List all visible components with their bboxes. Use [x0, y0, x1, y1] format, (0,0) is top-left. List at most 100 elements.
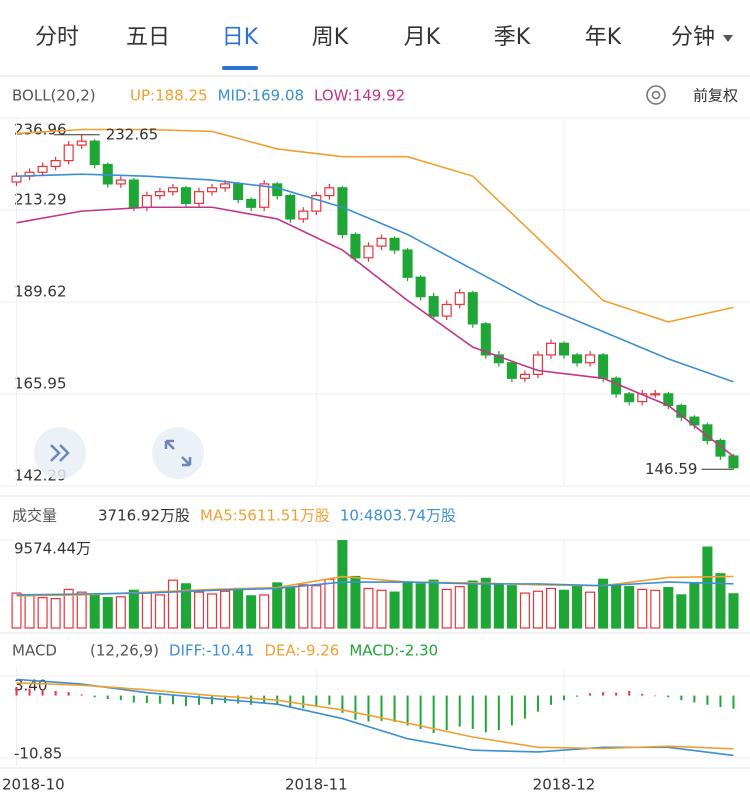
candle-body [128, 179, 139, 208]
volume-bar [676, 594, 687, 629]
y-tick-label: 165.95 [14, 375, 67, 393]
x-tick-label: 2018-11 [285, 776, 348, 794]
volume-bar [467, 580, 478, 629]
volume-bar [637, 588, 648, 629]
y-tick-label: -10.85 [14, 745, 62, 763]
tab[interactable]: 季K [494, 25, 531, 50]
volume-bar [11, 592, 22, 629]
volume-bar [89, 594, 100, 629]
volume-bar [207, 593, 218, 629]
tab[interactable]: 分钟 [671, 25, 715, 50]
candle-body [37, 165, 48, 173]
tab[interactable]: 五日 [126, 25, 170, 50]
volume-bar [728, 593, 739, 629]
volume-bar [128, 589, 139, 629]
legend-item: 3716.92万股 [98, 507, 190, 525]
volume-bar [519, 592, 530, 629]
volume-bar [532, 590, 543, 629]
volume-bar [167, 579, 178, 629]
volume-bar [454, 586, 465, 629]
volume-bar [415, 583, 426, 629]
indicator-line [16, 206, 734, 457]
volume-bar [193, 591, 205, 629]
candle-body [545, 342, 557, 356]
legend-item: UP:188.25 [130, 87, 208, 105]
tab[interactable]: 月K [404, 25, 441, 50]
volume-bar [324, 578, 335, 629]
volume-bar [376, 589, 387, 629]
volume-bar [63, 588, 74, 629]
adjust-label[interactable]: 前复权 [693, 87, 738, 105]
volume-bar [115, 596, 126, 629]
indicator-line [16, 173, 734, 383]
candle-body [324, 187, 335, 197]
volume-bar [363, 587, 374, 629]
volume-bar [624, 586, 635, 629]
volume-bar [585, 591, 596, 629]
y-tick-label: 213.29 [14, 191, 67, 209]
arrows[interactable] [164, 439, 192, 467]
candle-body [728, 455, 739, 469]
volume-bar [441, 588, 452, 629]
volume-bar [272, 582, 283, 629]
expand-button[interactable] [34, 427, 86, 479]
candle-body [167, 187, 178, 193]
gear[interactable] [646, 85, 666, 105]
legend-item: LOW:149.92 [314, 87, 405, 105]
candle-body [272, 183, 283, 197]
volume-bar [102, 597, 113, 629]
candle-body [715, 439, 726, 457]
candle-body [220, 183, 231, 189]
candle-body [193, 191, 205, 204]
candle-body [76, 140, 87, 146]
fullscreen-button[interactable] [152, 427, 204, 479]
volume-bar [715, 573, 726, 629]
x-tick-label: 2018-12 [533, 776, 596, 794]
candle-body [532, 354, 543, 375]
settings-icon[interactable] [646, 85, 666, 105]
volume-bar [598, 578, 609, 629]
dropdown-arrow[interactable] [723, 35, 733, 42]
indicator-line [16, 682, 734, 750]
tab[interactable]: 日K [222, 25, 259, 50]
volume-bar [154, 594, 165, 629]
max-label: 232.65 [106, 125, 159, 143]
candle-body [585, 354, 596, 364]
candle-body [115, 179, 126, 185]
tab[interactable]: 分时 [35, 25, 79, 50]
volume-bar [389, 591, 400, 629]
candle-body [337, 187, 348, 236]
candle-body [441, 303, 452, 317]
candle-body [141, 194, 152, 208]
min-label: 146.59 [645, 460, 698, 478]
tab[interactable]: 周K [312, 25, 349, 50]
volume-bar [611, 584, 622, 629]
volume-bar [480, 577, 491, 629]
candle-body [519, 373, 530, 379]
candle-body [624, 393, 635, 403]
tab[interactable]: 年K [585, 25, 622, 50]
legend-item: DIFF:-10.41 [169, 642, 254, 660]
chevrons[interactable] [50, 444, 70, 462]
candle-body [259, 183, 270, 208]
gear-hub[interactable] [651, 90, 661, 100]
candle-body [363, 245, 374, 259]
candle-body [376, 237, 387, 247]
indicator-line [16, 128, 734, 323]
volume-bar [37, 597, 48, 629]
candle-body [467, 292, 478, 325]
candle-body [50, 160, 61, 168]
volume-bar [141, 592, 152, 629]
legend-item: MA5:5611.51万股 [200, 507, 330, 525]
button-bg[interactable] [152, 427, 204, 479]
x-tick-label: 2018-10 [2, 776, 65, 794]
candle-body [454, 292, 465, 306]
volume-bar [337, 540, 348, 629]
volume-bar [233, 587, 244, 629]
legend-item: 10:4803.74万股 [340, 507, 456, 525]
candle-body [246, 198, 257, 208]
candle-body [428, 296, 439, 317]
candle-body [415, 276, 426, 298]
